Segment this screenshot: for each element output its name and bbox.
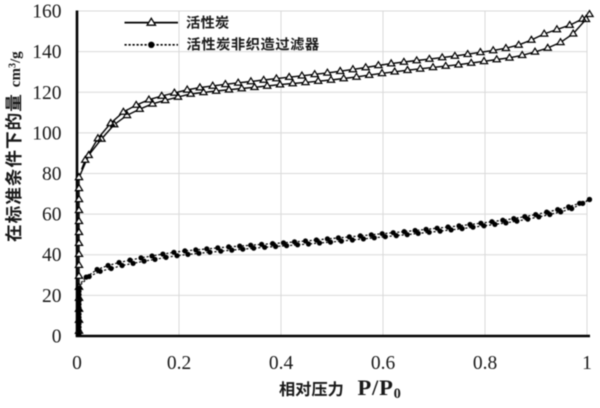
svg-text:80: 80 <box>42 164 62 185</box>
svg-text:100: 100 <box>32 123 61 144</box>
svg-text:0: 0 <box>72 353 82 374</box>
svg-text:1: 1 <box>582 353 592 374</box>
svg-text:140: 140 <box>32 42 61 63</box>
svg-text:cm3/g: cm3/g <box>8 51 25 87</box>
svg-text:120: 120 <box>32 83 61 104</box>
svg-text:160: 160 <box>32 2 61 23</box>
svg-text:0.8: 0.8 <box>473 353 497 374</box>
svg-text:0.2: 0.2 <box>167 353 191 374</box>
svg-text:0.4: 0.4 <box>269 353 294 374</box>
svg-text:0.6: 0.6 <box>371 353 396 374</box>
svg-text:0: 0 <box>52 327 62 348</box>
svg-text:20: 20 <box>42 286 62 307</box>
svg-text:60: 60 <box>42 205 62 226</box>
svg-text:40: 40 <box>42 245 62 266</box>
